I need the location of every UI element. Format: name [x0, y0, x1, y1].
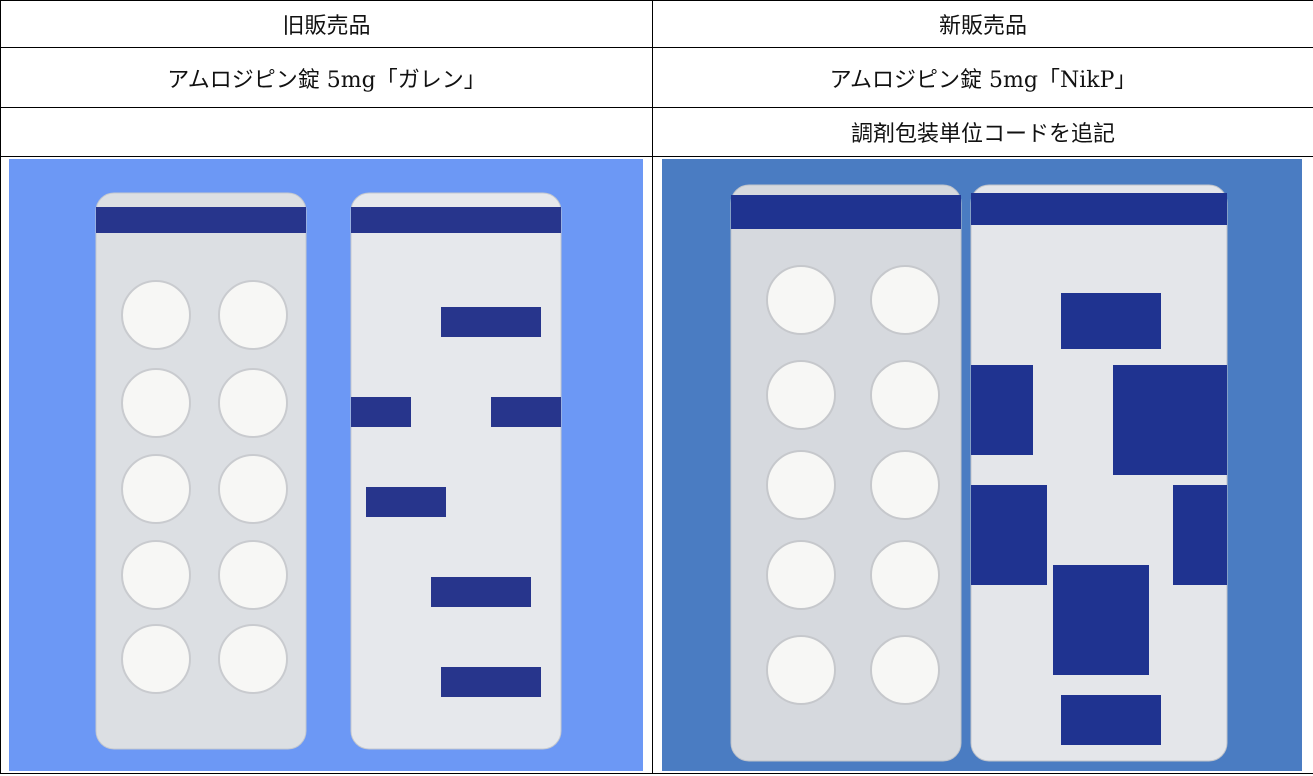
old-product-photo — [9, 159, 643, 771]
pack-band — [96, 207, 306, 233]
product-name: アムロジピン錠 5mg「ガレン」 — [0, 47, 653, 108]
pills — [766, 265, 940, 705]
pack-labels — [971, 293, 1227, 745]
product-name: アムロジピン錠 5mg「NikP」 — [652, 47, 1313, 108]
empty-cell — [0, 107, 653, 157]
pills — [121, 280, 288, 694]
header-cell: 新販売品 — [652, 0, 1313, 48]
pack-labels — [351, 307, 561, 697]
image-cell — [652, 156, 1313, 774]
note: 調剤包装単位コードを追記 — [652, 107, 1313, 157]
pack-band — [971, 193, 1227, 225]
header-cell: 旧販売品 — [0, 0, 653, 48]
new-product-photo — [662, 159, 1302, 771]
image-cell — [0, 156, 653, 774]
pack-band — [351, 207, 561, 233]
blister-pack-back — [350, 192, 562, 750]
pack-band — [731, 195, 961, 229]
